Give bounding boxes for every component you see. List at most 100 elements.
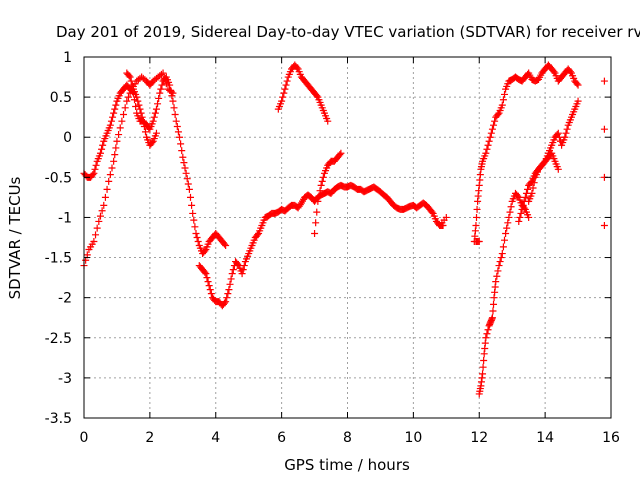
data-point [140, 123, 148, 131]
data-point [169, 89, 177, 97]
data-point [186, 193, 194, 201]
data-point [115, 131, 123, 139]
data-point [93, 224, 101, 232]
data-point [227, 275, 235, 283]
data-point [530, 179, 538, 187]
data-point [501, 236, 509, 244]
x-tick-label: 2 [145, 430, 154, 446]
x-tick-label: 16 [602, 430, 620, 446]
data-point [493, 272, 501, 280]
data-point [126, 73, 134, 81]
data-point [222, 242, 230, 250]
data-point [112, 144, 120, 152]
data-point [105, 177, 113, 185]
data-point [184, 180, 192, 188]
data-point [566, 68, 574, 76]
x-tick-label: 10 [404, 430, 422, 446]
data-point [484, 141, 492, 149]
data-point [169, 97, 177, 105]
data-point [486, 133, 494, 141]
series-sat-l [600, 77, 608, 229]
x-tick-label: 8 [343, 430, 352, 446]
x-tick-label: 6 [277, 430, 286, 446]
data-point [182, 169, 190, 177]
data-point [190, 216, 198, 224]
data-point [480, 357, 488, 365]
data-point [485, 137, 493, 145]
chart-title: Day 201 of 2019, Sidereal Day-to-day VTE… [56, 23, 640, 41]
data-point [99, 141, 107, 149]
data-point [503, 224, 511, 232]
data-point [574, 97, 582, 105]
y-tick-label: -1 [58, 210, 72, 226]
data-point [192, 229, 200, 237]
data-point [428, 208, 436, 216]
data-point [279, 93, 287, 101]
data-point [151, 109, 159, 117]
y-tick-label: -1.5 [45, 251, 72, 267]
y-tick-label: 0.5 [50, 90, 72, 106]
data-point [472, 221, 480, 229]
data-point [524, 185, 532, 193]
data-point [499, 243, 507, 251]
data-point [562, 129, 570, 137]
grid-lines [84, 57, 611, 418]
data-point [158, 81, 166, 89]
data-point [90, 238, 98, 246]
data-point [191, 223, 199, 231]
data-point [225, 286, 233, 294]
data-point [561, 133, 569, 141]
data-point [133, 93, 141, 101]
data-point [207, 290, 215, 298]
data-point [278, 97, 286, 105]
data-point [98, 207, 106, 215]
data-point [183, 175, 191, 183]
data-point [337, 149, 345, 157]
data-point [135, 101, 143, 109]
data-point [505, 213, 513, 221]
data-point [600, 77, 608, 85]
data-point [436, 221, 444, 229]
data-point [482, 149, 490, 157]
data-point [125, 72, 133, 80]
y-tick-label: -2 [58, 291, 72, 307]
data-point [138, 113, 146, 121]
data-point [234, 260, 242, 268]
data-point [162, 80, 170, 88]
data-point [108, 164, 116, 172]
data-point [573, 80, 581, 88]
series-sat-e [274, 61, 332, 125]
data-point [201, 268, 209, 276]
data-point [109, 113, 117, 121]
data-point [201, 247, 209, 255]
data-point [600, 221, 608, 229]
data-point [139, 117, 147, 125]
data-point [516, 213, 524, 221]
data-point [176, 133, 184, 141]
data-point [89, 171, 97, 179]
data-point [484, 326, 492, 334]
data-point [507, 203, 515, 211]
data-point [223, 294, 231, 302]
data-point [180, 159, 188, 167]
data-point [336, 151, 344, 159]
series-sat-d [195, 181, 447, 310]
x-tick-label: 14 [536, 430, 554, 446]
data-point [490, 300, 498, 308]
data-point [120, 110, 128, 118]
data-point [229, 266, 237, 274]
data-point [550, 68, 558, 76]
data-point [313, 92, 321, 100]
series-sat-i [470, 61, 582, 246]
data-point [494, 110, 502, 118]
data-point [501, 90, 509, 98]
data-point [204, 278, 212, 286]
data-point [479, 370, 487, 378]
data-point [106, 171, 114, 179]
data-point [205, 282, 213, 290]
data-point [171, 110, 179, 118]
data-point [111, 105, 119, 113]
data-point [161, 74, 169, 82]
data-point [98, 145, 106, 153]
